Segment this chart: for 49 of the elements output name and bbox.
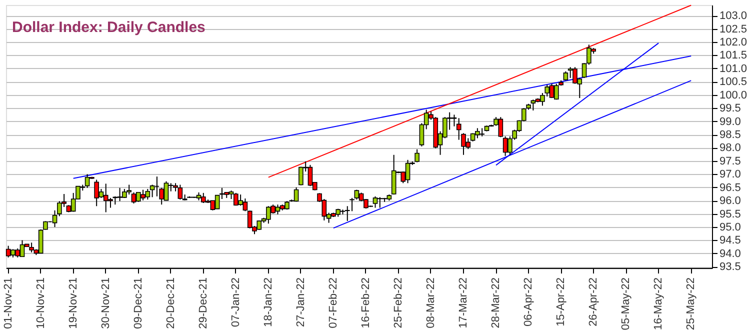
y-tick-label: 95.0 xyxy=(720,222,741,234)
y-tick-label: 100.5 xyxy=(720,76,748,88)
candlestick xyxy=(150,184,155,198)
x-tick-label: 25-Feb-22 xyxy=(392,278,404,328)
y-tick-label: 93.5 xyxy=(720,261,741,274)
x-tick-label: 27-Jan-22 xyxy=(294,278,307,328)
x-tick-label: 29-Dec-21 xyxy=(197,278,210,329)
y-tick-label: 103.0 xyxy=(720,10,748,22)
candlestick xyxy=(391,154,396,196)
y-tick-label: 100.0 xyxy=(720,89,748,102)
x-tick-label: 30-Nov-21 xyxy=(100,278,112,329)
y-tick-label: 101.0 xyxy=(720,62,748,75)
x-tick-label: 05-May-22 xyxy=(620,278,632,330)
x-tick-label: 07-Feb-22 xyxy=(327,278,340,328)
candlestick xyxy=(6,245,11,258)
y-tick-label: 98.0 xyxy=(720,142,741,154)
x-tick-label: 19-Nov-21 xyxy=(67,278,80,329)
x-tick-label: 09-Dec-21 xyxy=(132,278,144,329)
candlestick xyxy=(214,194,220,210)
text: Dollar Index: Daily Candles xyxy=(12,18,206,36)
y-tick-label: 102.0 xyxy=(720,36,748,49)
y-tick-label: 99.0 xyxy=(720,116,741,128)
y-tick-label: 97.5 xyxy=(720,155,741,168)
x-tick-label: 20-Dec-21 xyxy=(164,278,177,329)
x-tick-label: 01-Nov-21 xyxy=(2,278,14,329)
y-tick-label: 98.5 xyxy=(720,129,741,142)
x-tick-label: 15-Apr-22 xyxy=(555,278,568,326)
x-tick-label: 17-Mar-22 xyxy=(458,278,470,328)
x-tick-label: 16-May-22 xyxy=(652,278,665,330)
x-tick-label: 06-Apr-22 xyxy=(522,278,535,326)
x-tick-label: 10-Nov-21 xyxy=(34,278,47,329)
x-tick-label: 18-Jan-22 xyxy=(262,278,274,328)
candlestick xyxy=(294,186,299,202)
x-tick-label: 07-Jan-22 xyxy=(230,278,242,328)
candlestick xyxy=(372,196,378,208)
y-tick-label: 102.5 xyxy=(720,23,748,36)
x-tick-label: 16-Feb-22 xyxy=(360,278,372,328)
y-tick-label: 94.0 xyxy=(720,248,741,260)
y-tick-label: 95.5 xyxy=(720,208,741,220)
x-tick-label: 26-Apr-22 xyxy=(588,278,600,326)
x-tick-label: 28-Mar-22 xyxy=(490,278,502,328)
y-tick-label: 101.5 xyxy=(720,50,748,62)
x-tick-label: 25-May-22 xyxy=(685,278,698,330)
y-tick-label: 99.5 xyxy=(720,102,741,115)
y-tick-label: 96.5 xyxy=(720,182,741,194)
y-tick-label: 96.0 xyxy=(720,195,741,208)
x-tick-label: 08-Mar-22 xyxy=(424,278,437,328)
y-tick-label: 97.0 xyxy=(720,168,741,181)
y-tick-label: 94.5 xyxy=(720,234,741,247)
